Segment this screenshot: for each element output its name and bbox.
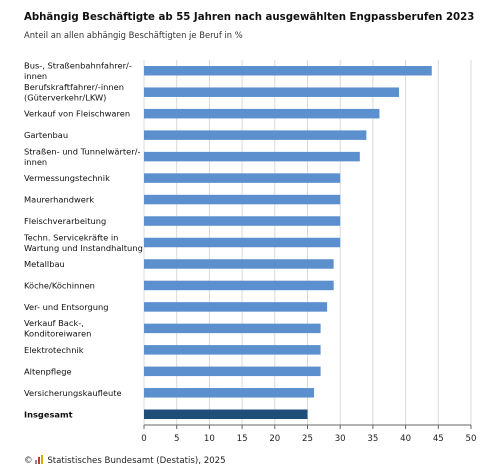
- bar: [144, 194, 341, 205]
- category-label: innen: [24, 71, 47, 81]
- bar-total: [144, 409, 308, 420]
- bar: [144, 280, 334, 291]
- bar: [144, 388, 315, 398]
- bar: [144, 108, 380, 119]
- x-tick-label: 10: [204, 434, 215, 444]
- x-tick-label: 25: [302, 434, 313, 444]
- x-tick-label: 50: [466, 434, 477, 444]
- copyright-icon: ©: [24, 456, 33, 466]
- bar: [144, 65, 432, 76]
- bar: [144, 151, 360, 162]
- x-tick-label: 30: [335, 434, 346, 444]
- source-text: Statistisches Bundesamt (Destatis), 2025: [47, 456, 226, 466]
- bar: [144, 323, 321, 334]
- bar: [144, 173, 341, 183]
- category-label: Maurerhandwerk: [24, 195, 94, 205]
- x-tick-label: 0: [141, 434, 146, 444]
- chart-subtitle: Anteil an allen abhängig Beschäftigten j…: [24, 30, 243, 40]
- x-tick-label: 15: [237, 434, 248, 444]
- bar: [144, 366, 321, 377]
- category-label: Versicherungskaufleute: [24, 388, 122, 398]
- category-label: Konditoreiwaren: [24, 329, 91, 339]
- x-axis: 0 5 10 15 20 25 30 35 40 45 50: [141, 424, 477, 444]
- x-tick-label: 5: [174, 434, 179, 444]
- x-tick-label: 40: [400, 434, 411, 444]
- category-label: Bus-, Straßenbahnfahrer/-: [24, 60, 132, 70]
- category-label: innen: [24, 157, 47, 167]
- category-label: Vermessungstechnik: [24, 173, 110, 183]
- bars: [144, 65, 432, 420]
- category-label: Elektrotechnik: [24, 345, 84, 355]
- category-label: Gartenbau: [24, 130, 68, 140]
- bar: [144, 302, 328, 312]
- bar: [144, 216, 341, 226]
- category-label: Verkauf Back-,: [24, 318, 84, 328]
- chart-title: Abhängig Beschäftigte ab 55 Jahren nach …: [24, 12, 475, 23]
- x-tick-label: 45: [433, 434, 444, 444]
- category-labels: Bus-, Straßenbahnfahrer/-innenBerufskraf…: [23, 60, 143, 419]
- x-tick-label: 35: [367, 434, 378, 444]
- category-label: Techn. Servicekräfte in: [23, 232, 118, 242]
- category-label: Altenpflege: [24, 366, 72, 376]
- bar: [144, 259, 334, 269]
- source-note: © Statistisches Bundesamt (Destatis), 20…: [24, 455, 226, 466]
- category-label: (Güterverkehr/LKW): [24, 92, 106, 102]
- category-label: Metallbau: [24, 259, 65, 269]
- category-label: Köche/Köchinnen: [24, 280, 95, 290]
- bar: [144, 345, 321, 355]
- category-label: Ver- und Entsorgung: [24, 302, 109, 312]
- bar: [144, 87, 400, 97]
- category-label: Wartung und Instandhaltung: [24, 243, 143, 253]
- category-label: Straßen- und Tunnelwärter/-: [24, 146, 141, 156]
- category-label: Insgesamt: [24, 409, 73, 419]
- category-label: Berufskraftfahrer/-innen: [24, 82, 124, 92]
- bar: [144, 130, 367, 140]
- category-label: Fleischverarbeitung: [24, 216, 106, 226]
- destatis-logo-icon: [35, 455, 44, 464]
- bar: [144, 237, 341, 248]
- x-tick-label: 20: [269, 434, 280, 444]
- category-label: Verkauf von Fleischwaren: [24, 109, 130, 119]
